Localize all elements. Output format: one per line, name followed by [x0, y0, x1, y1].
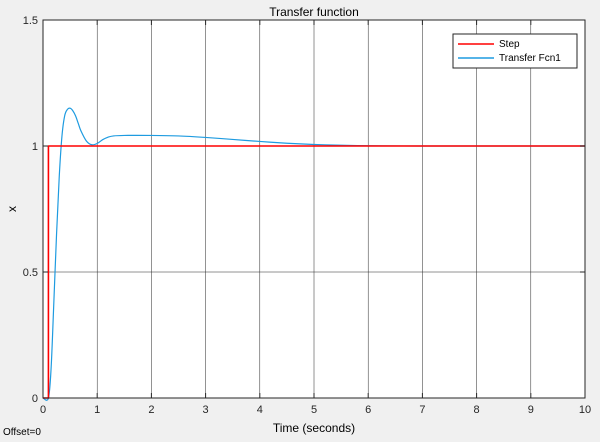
y-tick-label: 0.5: [23, 267, 38, 279]
x-tick-label: 1: [94, 404, 100, 416]
y-tick-label: 1.5: [23, 15, 38, 27]
x-tick-label: 5: [311, 404, 317, 416]
chart-title: Transfer function: [269, 5, 359, 19]
x-tick-label: 10: [579, 404, 591, 416]
legend-label-step: Step: [499, 39, 520, 50]
legend-label-transfer-fcn1: Transfer Fcn1: [499, 53, 561, 64]
offset-label: Offset=0: [3, 427, 41, 438]
tick-labels: 0 1 2 3 4 5 6 7 8 9 10 0 0.5 1 1.5: [23, 15, 591, 416]
x-tick-label: 9: [528, 404, 534, 416]
x-axis-label: Time (seconds): [273, 421, 355, 435]
x-tick-label: 6: [365, 404, 371, 416]
y-tick-label: 1: [32, 141, 38, 153]
y-tick-label: 0: [32, 393, 38, 405]
x-tick-label: 3: [203, 404, 209, 416]
x-tick-label: 0: [40, 404, 46, 416]
x-tick-label: 7: [419, 404, 425, 416]
legend: Step Transfer Fcn1: [452, 33, 578, 69]
x-tick-label: 4: [257, 404, 263, 416]
y-axis-label: x: [5, 206, 19, 212]
legend-box: [452, 33, 578, 69]
x-tick-label: 8: [474, 404, 480, 416]
series-line-transfer-fcn1: [42, 107, 585, 401]
x-tick-label: 2: [148, 404, 154, 416]
